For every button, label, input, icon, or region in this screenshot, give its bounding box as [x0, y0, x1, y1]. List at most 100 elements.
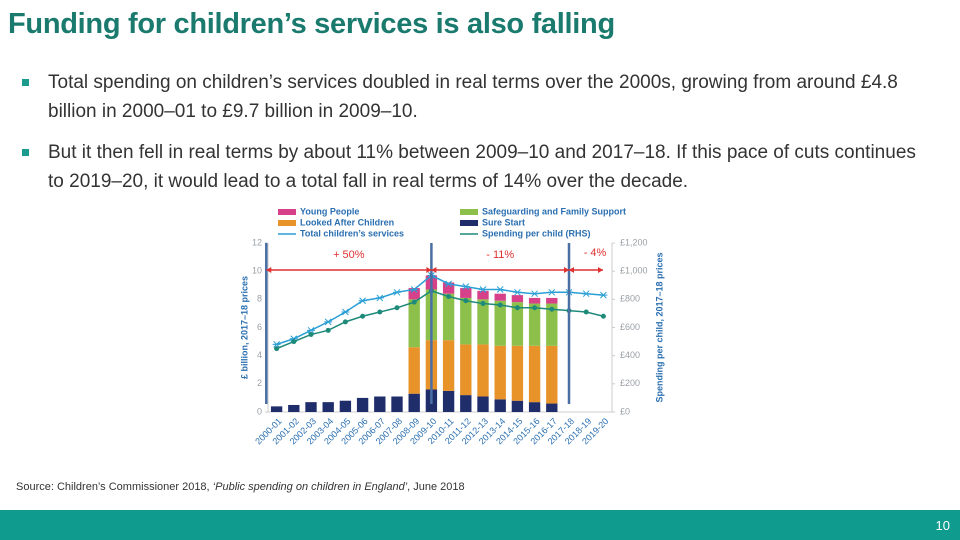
line-marker — [444, 280, 453, 288]
bar-segment — [322, 402, 334, 412]
legend-swatch — [278, 209, 296, 215]
bar-segment — [391, 396, 403, 412]
chart: 0 2 4 6 8 10 12 £0 £200 £400 £600 £800 £1,000 £1,200 £… — [239, 206, 664, 446]
bar-segment — [528, 303, 541, 346]
y-tick-label: 6 — [257, 322, 262, 332]
bar-segment — [442, 293, 455, 341]
line-marker — [360, 313, 366, 319]
line-marker — [463, 298, 469, 304]
line-marker — [532, 305, 538, 311]
legend-swatch — [278, 220, 296, 226]
source-date: , June 2018 — [407, 481, 465, 493]
line-marker — [582, 290, 591, 298]
y-tick-label: 8 — [257, 294, 262, 304]
line-marker — [411, 299, 417, 305]
y-tick-label: 10 — [252, 266, 262, 276]
y2-tick-label: £1,200 — [620, 237, 648, 247]
bar-segment — [305, 402, 317, 412]
line-marker — [480, 301, 486, 307]
bar-segment — [408, 347, 420, 394]
bar-segment — [546, 303, 558, 346]
bar-segment — [339, 400, 352, 412]
line-marker — [342, 319, 348, 325]
bar-segment — [408, 393, 420, 412]
bar-segment — [494, 293, 506, 301]
line-marker — [530, 290, 539, 298]
line-marker — [446, 294, 452, 300]
line-marker — [600, 313, 606, 319]
bar-segment — [460, 344, 472, 396]
line-marker — [375, 294, 384, 302]
line-marker — [547, 288, 556, 296]
line-marker — [377, 309, 383, 315]
source: Source: Children’s Commissioner 2018, ‘P… — [16, 481, 465, 493]
line-marker — [513, 288, 522, 296]
bar-segment — [442, 390, 455, 412]
bar-segment — [408, 288, 420, 300]
bullet: Total spending on children’s services do… — [22, 68, 918, 126]
y2-tick-label: £600 — [620, 322, 640, 332]
legend-label: Looked After Children — [300, 217, 394, 227]
legend-swatch — [460, 209, 478, 215]
line-marker — [410, 286, 419, 293]
line-marker — [358, 297, 367, 305]
y-tick-label: 0 — [257, 406, 262, 416]
legend-label: Spending per child (RHS) — [482, 228, 591, 238]
annotation: - 4% — [584, 247, 607, 259]
line-marker — [308, 332, 314, 338]
footer-bar: 10 — [0, 510, 960, 540]
bar-segment — [270, 406, 283, 412]
bar-segment — [494, 345, 506, 400]
bar-segment — [511, 295, 524, 303]
bar-segment — [477, 344, 489, 397]
line-marker — [599, 291, 608, 299]
bar-segment — [356, 397, 369, 412]
bar-segment — [460, 297, 472, 345]
bar-segment — [511, 400, 524, 412]
y2-tick-label: £800 — [620, 294, 640, 304]
y-tick-label: 12 — [252, 237, 262, 247]
legend-label: Young People — [300, 206, 359, 216]
bar-segment — [288, 404, 300, 412]
bar-segment — [460, 288, 472, 298]
line-marker — [583, 309, 589, 315]
bar-segment — [374, 396, 386, 412]
bar-segment — [511, 302, 524, 346]
source-text: Source: Children’s Commissioner 2018, — [16, 481, 213, 493]
line-marker — [272, 341, 281, 348]
bar-segment — [511, 345, 524, 401]
bar-segment — [528, 297, 541, 304]
y2-tick-label: £0 — [620, 406, 630, 416]
y-tick-label: 4 — [257, 350, 262, 360]
line-marker — [461, 283, 470, 291]
bar-segment — [546, 345, 558, 404]
bar-segment — [460, 395, 472, 412]
legend-label: Total children’s services — [300, 228, 404, 238]
y2-tick-label: £400 — [620, 350, 640, 360]
line-marker — [274, 346, 280, 352]
line-marker — [341, 308, 350, 316]
line-marker — [393, 288, 401, 296]
line-marker — [479, 286, 487, 293]
legend-swatch — [460, 220, 478, 226]
line-marker — [549, 306, 555, 312]
bar-segment — [494, 399, 506, 412]
line-marker — [514, 305, 520, 311]
page-number: 10 — [935, 518, 950, 533]
bar-segment — [546, 297, 558, 304]
bullet: But it then fell in real terms by about … — [22, 138, 918, 196]
legend-label: Safeguarding and Family Support — [482, 206, 626, 216]
line-marker — [497, 302, 503, 308]
bar-segment — [477, 299, 489, 345]
bar-segment — [477, 396, 489, 412]
y-axis-label: £ billion, 2017–18 prices — [239, 276, 249, 379]
bar-segment — [546, 403, 558, 412]
line-marker — [324, 318, 333, 326]
bar-segment — [408, 299, 420, 348]
line-marker — [496, 286, 505, 293]
line — [276, 290, 604, 350]
line-marker — [325, 327, 331, 333]
annotation: - 11% — [486, 249, 514, 261]
bar-segment — [528, 345, 541, 403]
